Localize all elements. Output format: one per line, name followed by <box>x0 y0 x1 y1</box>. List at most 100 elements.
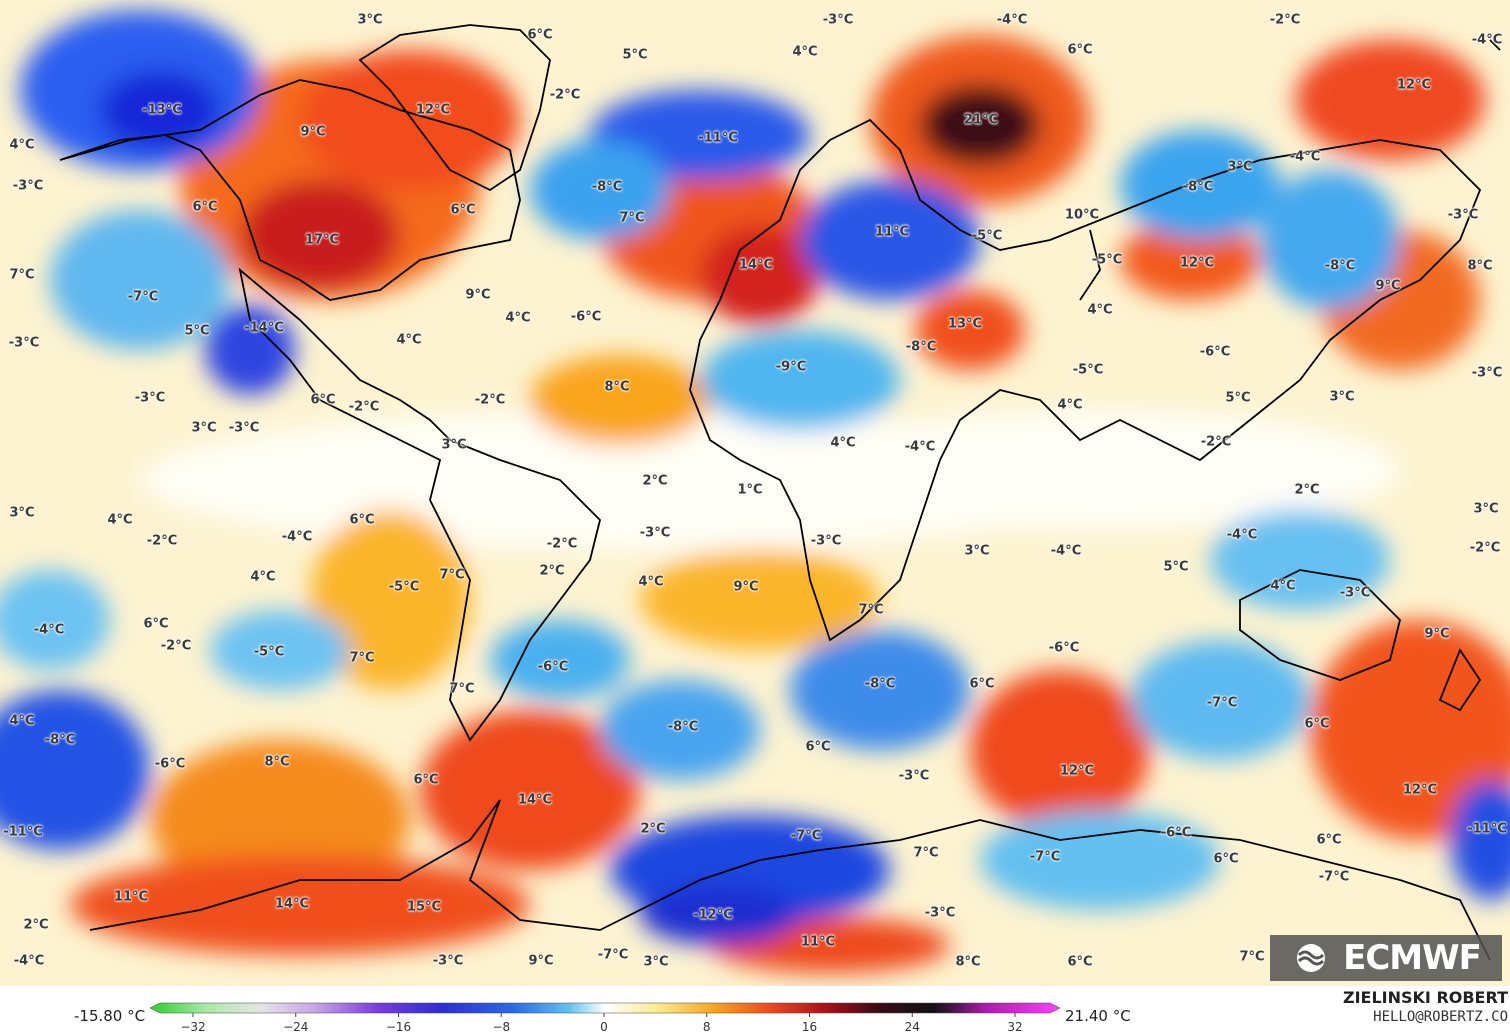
temperature-label: 3°C <box>357 12 383 28</box>
temperature-label: -5°C <box>1091 252 1123 268</box>
temperature-label: -4°C <box>1289 149 1321 165</box>
temperature-label: 4°C <box>638 574 664 590</box>
temperature-label: 4°C <box>505 310 531 326</box>
temperature-label: 6°C <box>192 199 218 215</box>
temperature-label: -8°C <box>591 179 623 195</box>
map-canvas <box>0 0 1510 986</box>
temperature-label: 4°C <box>396 332 422 348</box>
temperature-label: 4°C <box>9 713 35 729</box>
temperature-label: 5°C <box>1225 390 1251 406</box>
temperature-label: 7°C <box>619 210 645 226</box>
temperature-label: 9°C <box>528 953 554 969</box>
temperature-label: 13°C <box>947 316 983 332</box>
temperature-label: -11°C <box>1467 821 1507 837</box>
temperature-label: 2°C <box>1294 482 1320 498</box>
temperature-label: -2°C <box>146 533 178 549</box>
temperature-label: -3°C <box>822 12 854 28</box>
temperature-label: -7°C <box>1206 695 1238 711</box>
temperature-label: 12°C <box>1396 77 1432 93</box>
legend-max-value: 21.40 °C <box>1065 1007 1131 1025</box>
colorbar-tick-label: 0 <box>600 1020 608 1034</box>
temperature-label: -3°C <box>134 390 166 406</box>
anomaly-map: 3°C 6°C 5°C -3°C -4°C -2°C -4°C 4°C 6°C -13°C 12°C… <box>0 0 1510 986</box>
temperature-label: -3°C <box>1471 365 1503 381</box>
temperature-label: -2°C <box>474 392 506 408</box>
temperature-label: 3°C <box>1227 159 1253 175</box>
ecmwf-logo: ECMWF <box>1270 935 1502 981</box>
temperature-label: -7°C <box>127 289 159 305</box>
temperature-label: 4°C <box>250 569 276 585</box>
colorbar-tick-label: 8 <box>703 1020 711 1034</box>
temperature-label: 4°C <box>830 435 856 451</box>
temperature-label: 12°C <box>1059 763 1095 779</box>
temperature-label: 6°C <box>413 772 439 788</box>
temperature-label: 3°C <box>964 543 990 559</box>
temperature-label: -7°C <box>790 828 822 844</box>
temperature-label: -3°C <box>810 533 842 549</box>
temperature-label: 6°C <box>450 202 476 218</box>
temperature-label: 6°C <box>1067 42 1093 58</box>
temperature-label: 14°C <box>517 792 553 808</box>
temperature-label: -5°C <box>388 579 420 595</box>
temperature-label: 6°C <box>1316 832 1342 848</box>
wave-icon <box>1297 944 1326 972</box>
temperature-label: 7°C <box>858 602 884 618</box>
temperature-label: 2°C <box>539 563 565 579</box>
temperature-label: 9°C <box>300 124 326 140</box>
temperature-label: 4°C <box>1270 578 1296 594</box>
temperature-label: 8°C <box>1467 258 1493 274</box>
temperature-label: 11°C <box>113 889 149 905</box>
temperature-label: 6°C <box>310 392 336 408</box>
temperature-label: 12°C <box>415 102 451 118</box>
temperature-label: 21°C <box>963 112 999 128</box>
temperature-label: -4°C <box>13 953 45 969</box>
temperature-label: -3°C <box>1339 585 1371 601</box>
temperature-label: -4°C <box>33 622 65 638</box>
temperature-label: 7°C <box>349 650 375 666</box>
temperature-label: -6°C <box>1048 640 1080 656</box>
temperature-label: 6°C <box>805 739 831 755</box>
colorbar-tick-label: 32 <box>1007 1020 1022 1034</box>
temperature-label: -8°C <box>905 339 937 355</box>
temperature-label: 7°C <box>913 845 939 861</box>
temperature-label: 9°C <box>465 287 491 303</box>
temperature-label: 6°C <box>1304 716 1330 732</box>
temperature-label: 6°C <box>1067 954 1093 970</box>
temperature-label: -8°C <box>44 732 76 748</box>
temperature-label: 6°C <box>143 616 169 632</box>
author-name: ZIELINSKI ROBERT <box>1342 988 1508 1007</box>
temperature-label: -3°C <box>639 525 671 541</box>
author-credit: ZIELINSKI ROBERT HELLO@ROBERTZ.CO <box>1343 988 1508 1025</box>
temperature-label: 3°C <box>643 954 669 970</box>
temperature-label: -4°C <box>281 529 313 545</box>
temperature-label: 3°C <box>441 437 467 453</box>
temperature-label: -6°C <box>1199 344 1231 360</box>
temperature-label: -14°C <box>244 320 284 336</box>
temperature-label: -8°C <box>1182 179 1214 195</box>
temperature-label: 4°C <box>1087 302 1113 318</box>
temperature-label: -3°C <box>12 178 44 194</box>
colorbar-tick-label: 16 <box>802 1020 817 1034</box>
temperature-label: -4°C <box>1050 543 1082 559</box>
temperature-label: -4°C <box>1471 32 1503 48</box>
temperature-label: 5°C <box>1163 559 1189 575</box>
temperature-label: 15°C <box>406 899 442 915</box>
temperature-label: -6°C <box>154 756 186 772</box>
temperature-label: -3°C <box>898 768 930 784</box>
temperature-label: 5°C <box>622 47 648 63</box>
temperature-label: 12°C <box>1402 782 1438 798</box>
colorbar: −32 −24 −16 −8 0 8 16 24 32 <box>150 1002 1060 1034</box>
colorbar-tick-label: 24 <box>905 1020 920 1034</box>
temperature-label: -7°C <box>597 947 629 963</box>
temperature-label: 11°C <box>874 224 910 240</box>
temperature-label: -8°C <box>1324 258 1356 274</box>
temperature-label: -5°C <box>971 228 1003 244</box>
temperature-label: -11°C <box>3 824 43 840</box>
temperature-label: 5°C <box>184 323 210 339</box>
temperature-label: 3°C <box>1473 501 1499 517</box>
temperature-label: 4°C <box>792 44 818 60</box>
temperature-label: 6°C <box>349 512 375 528</box>
temperature-label: -3°C <box>8 335 40 351</box>
temperature-label: 9°C <box>733 579 759 595</box>
temperature-label: -2°C <box>549 87 581 103</box>
